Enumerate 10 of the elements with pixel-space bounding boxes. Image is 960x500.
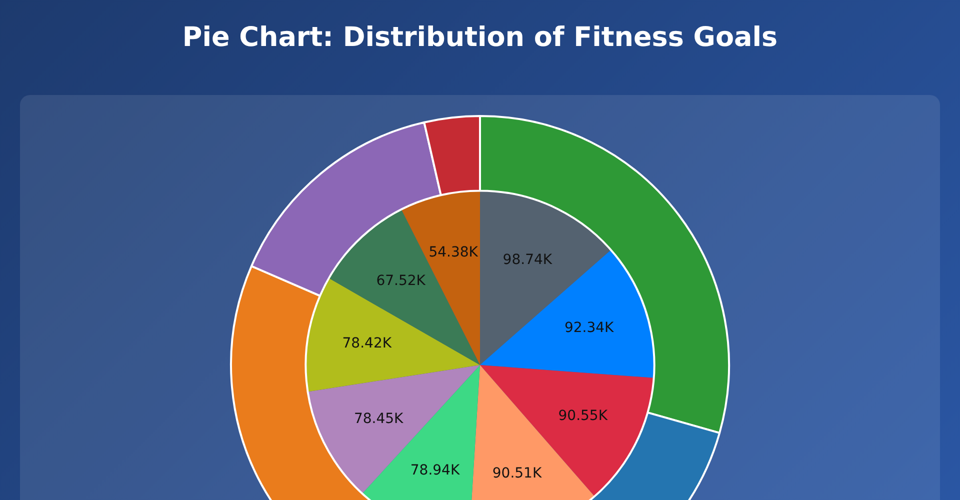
chart-title: Pie Chart: Distribution of Fitness Goals [181,22,779,53]
data-label: 78.42K [342,336,392,352]
data-label: 98.74K [502,252,553,268]
data-label: 90.51K [492,466,542,482]
data-label: 54.38K [428,244,479,261]
data-label: 78.45K [354,410,404,427]
data-label: 92.34K [564,320,615,336]
data-label: 67.52K [376,273,426,290]
data-label: 90.55K [558,408,608,424]
data-label: 78.94K [410,462,460,479]
